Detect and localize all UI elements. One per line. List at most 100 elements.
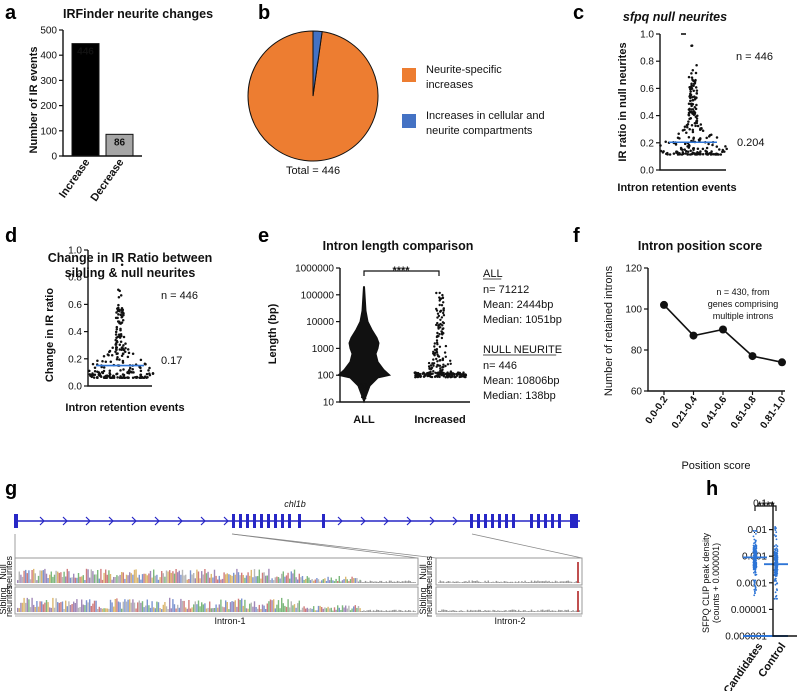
coverage-bar xyxy=(92,571,94,583)
coverage-bar xyxy=(395,581,397,583)
coverage-bar xyxy=(186,608,188,612)
coverage-bar xyxy=(317,605,320,612)
coverage-bar xyxy=(185,574,187,583)
panel-d-point xyxy=(139,373,143,377)
panel-d-point xyxy=(91,372,94,375)
coverage-bar xyxy=(154,608,156,612)
coverage-bar xyxy=(462,582,464,583)
coverage-bar xyxy=(324,607,326,612)
coverage-bar xyxy=(42,604,44,612)
coverage-bar xyxy=(481,611,483,612)
coverage-bar xyxy=(284,576,286,583)
panel-h-point xyxy=(752,535,755,538)
increased-point xyxy=(433,345,436,348)
coverage-bar xyxy=(324,578,326,583)
coverage-bar xyxy=(161,609,163,612)
panel-d-point xyxy=(108,369,112,372)
panel-c-point xyxy=(696,151,699,154)
coverage-bar xyxy=(108,608,110,612)
panel-c-point xyxy=(689,102,693,106)
coverage-bar xyxy=(292,573,294,583)
increased-point xyxy=(439,326,442,329)
coverage-bar xyxy=(228,609,230,612)
panel-c-point xyxy=(690,84,693,87)
coverage-bar xyxy=(111,579,113,583)
panel-h-point xyxy=(754,574,757,576)
increased-point xyxy=(440,316,444,319)
coverage-bar xyxy=(199,578,201,583)
panel-d-point xyxy=(102,366,106,369)
panel-e-ytick-label: 1000 xyxy=(312,344,335,355)
coverage-bar xyxy=(519,611,521,612)
coverage-bar xyxy=(263,572,265,583)
panel-c-point xyxy=(695,121,698,125)
panel-c-point xyxy=(710,133,713,137)
coverage-bar xyxy=(521,611,523,612)
panel-e-annotation-heading: ALL xyxy=(483,268,503,280)
panel-letter-e: e xyxy=(258,225,269,247)
panel-c-point xyxy=(688,153,692,156)
panel-c-point xyxy=(662,150,665,153)
coverage-bar xyxy=(341,580,344,583)
panel-h-point xyxy=(774,583,777,586)
coverage-bar xyxy=(518,609,520,612)
increased-point xyxy=(435,323,438,327)
coverage-bar xyxy=(372,581,375,583)
coverage-bar xyxy=(143,573,145,583)
panel-d-point xyxy=(102,354,106,358)
panel-a-ytick-label: 200 xyxy=(40,101,57,112)
coverage-bar xyxy=(215,575,217,583)
panel-h-point xyxy=(754,592,756,594)
coverage-bar xyxy=(369,609,371,612)
coverage-bar xyxy=(37,575,40,583)
coverage-bar xyxy=(548,580,550,583)
panel-g-zoom-lines-intron1 xyxy=(14,533,419,559)
coverage-bar xyxy=(82,575,84,583)
panel-c-point xyxy=(690,72,693,75)
panel-a-title: IRFinder neurite changes xyxy=(63,7,213,21)
panel-h-point xyxy=(754,558,757,560)
coverage-bar xyxy=(553,610,555,612)
panel-a-ytick-label: 100 xyxy=(40,126,57,137)
coverage-bar xyxy=(233,572,235,583)
coverage-bar xyxy=(538,581,541,583)
coverage-bar xyxy=(471,610,473,612)
panel-d-point xyxy=(115,325,119,329)
coverage-bar xyxy=(156,601,158,612)
panel-h-point xyxy=(753,566,756,569)
coverage-bar xyxy=(57,571,59,583)
panel-c-point xyxy=(689,116,693,120)
panel-d-point xyxy=(119,313,123,317)
coverage-bar xyxy=(263,605,265,612)
coverage-bar xyxy=(167,571,169,583)
coverage-bar xyxy=(479,609,481,612)
coverage-bar xyxy=(68,571,70,583)
panel-h-point xyxy=(773,534,776,536)
panel-h-point xyxy=(773,545,776,548)
panel-d-point xyxy=(141,376,145,380)
coverage-bar xyxy=(387,610,389,612)
panel-c-point xyxy=(694,86,698,89)
coverage-bar xyxy=(114,577,116,583)
coverage-bar xyxy=(473,581,475,583)
coverage-bar xyxy=(511,581,513,583)
coverage-bar xyxy=(514,581,517,583)
coverage-bar xyxy=(279,578,281,583)
coverage-bar xyxy=(316,610,318,612)
panel-h-point xyxy=(754,543,757,546)
increased-point xyxy=(458,375,461,379)
panel-h-point xyxy=(774,577,777,580)
coverage-bar xyxy=(172,599,174,612)
panel-d-point xyxy=(115,336,118,339)
increased-point xyxy=(435,357,438,361)
coverage-bar xyxy=(229,602,232,612)
coverage-bar xyxy=(379,580,381,583)
coverage-bar xyxy=(109,574,112,583)
coverage-bar xyxy=(371,611,373,612)
coverage-bar xyxy=(207,607,209,612)
all-outlier xyxy=(364,395,367,398)
panel-d-point xyxy=(93,366,97,369)
panel-h-point xyxy=(775,580,778,582)
coverage-bar xyxy=(411,582,413,583)
panel-c-point xyxy=(687,120,690,123)
